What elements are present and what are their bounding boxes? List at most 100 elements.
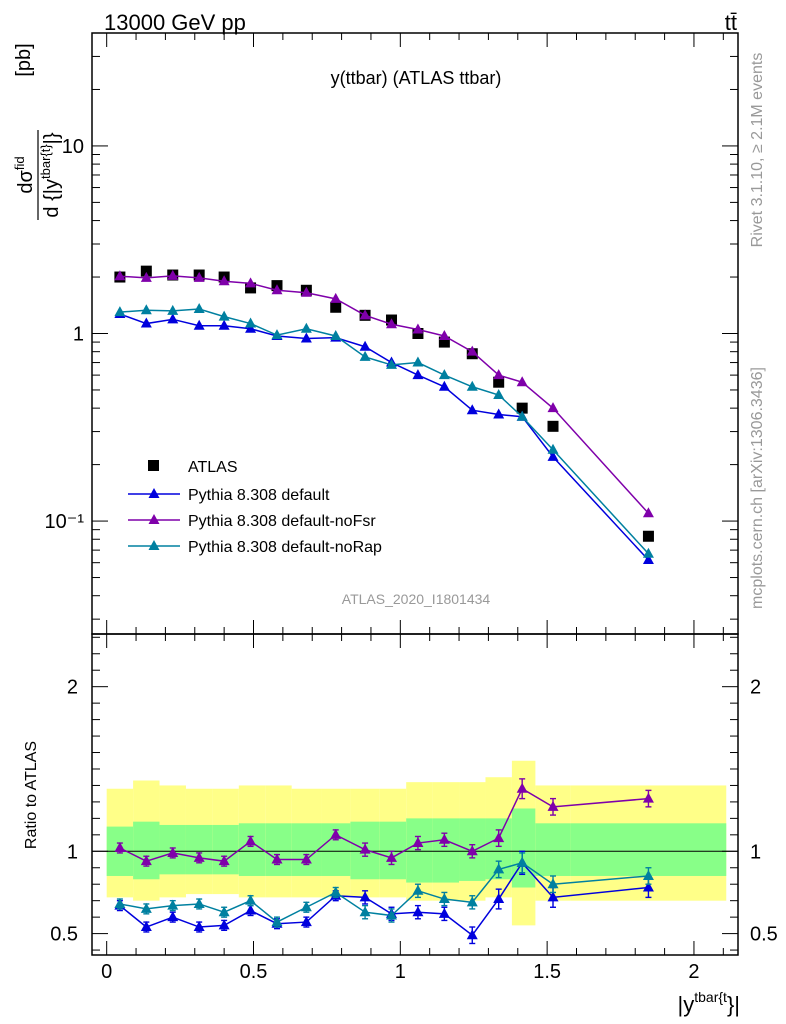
ratio-point-default <box>493 893 505 904</box>
ratio-point-norap <box>547 878 559 889</box>
ratio-tick-label-right: 0.5 <box>750 924 778 946</box>
point-nofsr <box>300 286 312 297</box>
ratio-point-norap <box>114 897 126 908</box>
point-norap <box>218 310 230 321</box>
series-line-default <box>119 313 649 561</box>
ratio-point-norap <box>245 894 257 905</box>
legend-label: Pythia 8.308 default-noFsr <box>188 513 376 530</box>
ratio-point-nofsr <box>412 837 424 848</box>
point-norap <box>516 410 528 421</box>
point-default <box>412 369 424 380</box>
atlas-data-point <box>330 301 342 313</box>
ratio-point-nofsr <box>359 843 371 854</box>
point-nofsr <box>412 323 424 334</box>
ratio-point-default <box>547 891 559 902</box>
atlas-data-point <box>438 336 450 348</box>
ratio-point-nofsr <box>516 782 528 793</box>
ratio-series <box>114 778 654 945</box>
ratio-point-norap <box>493 863 505 874</box>
ratio-point-default <box>300 916 312 927</box>
point-default <box>547 450 559 461</box>
chart-title: y(ttbar) (ATLAS ttbar) <box>331 68 502 88</box>
x-tick-label: 1.5 <box>533 961 561 983</box>
ratio-point-nofsr <box>271 853 283 864</box>
rivet-label: Rivet 3.1.10, ≥ 2.1M events <box>749 53 766 248</box>
legend-marker <box>148 540 160 550</box>
atlas-data-point <box>140 265 152 277</box>
ratio-point-norap <box>359 906 371 917</box>
ratio-tick-label-right: 2 <box>750 677 761 699</box>
ratio-point-norap <box>330 886 342 897</box>
ratio-point-default <box>466 929 478 940</box>
y-axis-label-top: dσfid d {|ytbar{t}|} <box>12 130 63 220</box>
ratio-point-default <box>359 891 371 902</box>
point-nofsr <box>218 275 230 286</box>
atlas-data-point <box>516 402 528 414</box>
point-nofsr <box>271 284 283 295</box>
point-norap <box>300 322 312 333</box>
y-tick-label: 10 <box>62 136 84 158</box>
point-default <box>167 313 179 324</box>
ratio-point-nofsr <box>167 846 179 857</box>
point-nofsr <box>245 277 257 288</box>
legend-label: ATLAS <box>188 459 238 476</box>
x-axis-label: |ytbar{t}| <box>678 989 740 1017</box>
legend-marker <box>148 488 160 498</box>
point-nofsr <box>140 271 152 282</box>
point-norap <box>642 547 654 558</box>
ratio-point-default <box>218 919 230 930</box>
ratio-tick-label: 0.5 <box>50 924 78 946</box>
point-norap <box>466 380 478 391</box>
energy-label: 13000 GeV pp <box>104 10 246 35</box>
point-default <box>140 317 152 328</box>
ratio-point-norap <box>438 893 450 904</box>
ratio-point-default <box>412 906 424 917</box>
ratio-point-norap <box>386 909 398 920</box>
point-nofsr <box>642 507 654 518</box>
ratio-point-nofsr <box>493 832 505 843</box>
band-inner <box>432 818 460 883</box>
point-default <box>493 408 505 419</box>
point-default <box>300 332 312 343</box>
analysis-id: ATLAS_2020_I1801434 <box>342 591 491 607</box>
point-nofsr <box>193 271 205 282</box>
process-label: tt̄ <box>725 10 737 35</box>
top-series <box>114 265 654 565</box>
point-default <box>245 322 257 333</box>
ratio-point-nofsr <box>438 833 450 844</box>
ratio-point-default <box>167 911 179 922</box>
ratio-point-nofsr <box>218 855 230 866</box>
ratio-point-default <box>140 921 152 932</box>
point-default <box>359 340 371 351</box>
band-inner <box>379 821 407 880</box>
ratio-point-norap <box>466 896 478 907</box>
atlas-data-point <box>642 530 654 542</box>
y-axis-unit: [pb] <box>13 43 35 76</box>
band-inner <box>212 824 239 875</box>
ratio-point-nofsr <box>193 851 205 862</box>
atlas-data-point <box>547 420 559 432</box>
band-inner <box>265 823 292 876</box>
legend-marker-atlas <box>148 460 159 471</box>
ratio-point-norap <box>167 899 179 910</box>
ratio-point-norap <box>412 884 424 895</box>
band-inner <box>535 823 571 876</box>
band-inner <box>185 824 213 875</box>
ratio-tick-label: 1 <box>67 841 78 863</box>
ratio-point-default <box>245 904 257 915</box>
ratio-point-nofsr <box>330 828 342 839</box>
ratio-point-norap <box>193 897 205 908</box>
band-inner <box>291 823 322 876</box>
point-nofsr <box>547 402 559 413</box>
ratio-point-default <box>193 921 205 932</box>
point-default <box>218 319 230 330</box>
point-default <box>466 404 478 415</box>
ratio-line-norap <box>119 861 649 923</box>
band-inner <box>406 818 433 883</box>
ratio-point-default <box>438 907 450 918</box>
point-norap <box>193 303 205 314</box>
point-norap <box>493 389 505 400</box>
point-norap <box>114 306 126 317</box>
ratio-panel-frame <box>91 633 739 956</box>
